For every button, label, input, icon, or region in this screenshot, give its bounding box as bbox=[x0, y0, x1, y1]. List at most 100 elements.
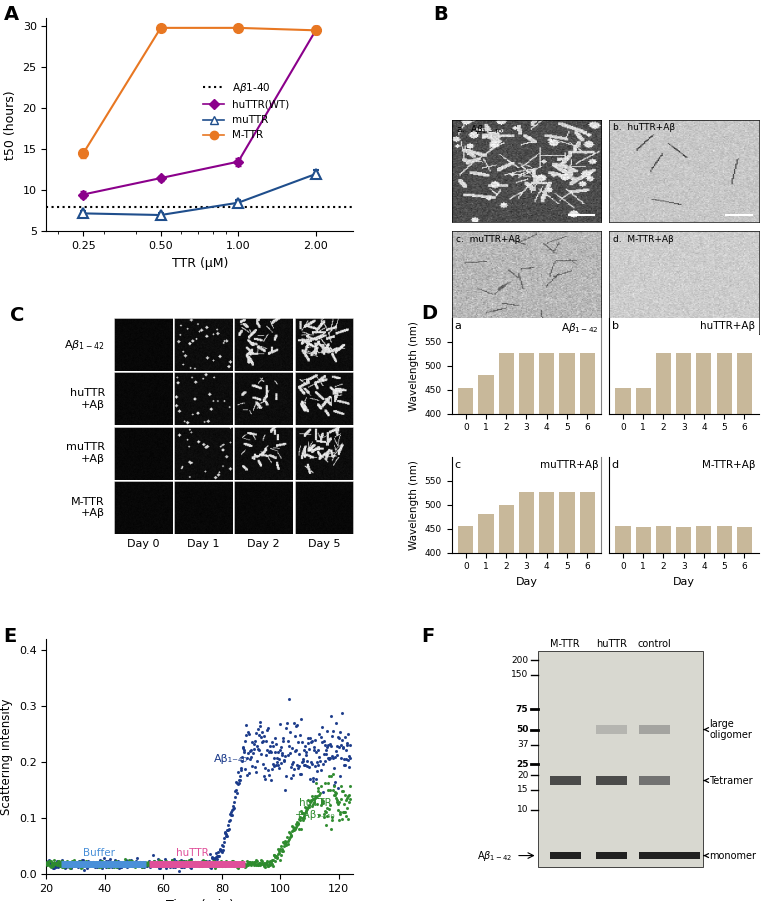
Point bbox=[149, 855, 162, 869]
Bar bbox=[697, 353, 711, 605]
Point bbox=[278, 752, 290, 767]
Point bbox=[212, 858, 224, 872]
Point bbox=[156, 857, 169, 871]
Point bbox=[283, 739, 295, 753]
Point bbox=[139, 855, 152, 869]
Point bbox=[215, 842, 228, 857]
Point bbox=[303, 798, 316, 813]
Point bbox=[195, 857, 207, 871]
Point bbox=[283, 833, 295, 847]
Point bbox=[181, 856, 194, 870]
Point bbox=[47, 860, 60, 875]
Point bbox=[152, 855, 164, 869]
Point bbox=[286, 757, 298, 771]
Bar bbox=[596, 725, 626, 733]
Point bbox=[124, 855, 136, 869]
Point bbox=[122, 852, 135, 867]
Point bbox=[69, 859, 81, 873]
Point bbox=[147, 855, 159, 869]
Point bbox=[245, 856, 258, 870]
Point bbox=[188, 858, 200, 872]
Point bbox=[271, 751, 283, 766]
Point bbox=[72, 857, 84, 871]
Point bbox=[187, 855, 200, 869]
Point bbox=[139, 859, 151, 873]
Point bbox=[122, 857, 135, 871]
Point bbox=[248, 858, 260, 872]
Point bbox=[182, 855, 194, 869]
Point bbox=[338, 796, 351, 811]
Point bbox=[337, 784, 350, 798]
Point bbox=[233, 855, 245, 869]
Point bbox=[343, 749, 355, 763]
Point bbox=[269, 744, 281, 759]
Point bbox=[142, 858, 155, 872]
Point bbox=[106, 860, 118, 875]
Point bbox=[108, 859, 120, 873]
Point bbox=[224, 856, 237, 870]
Point bbox=[233, 773, 245, 787]
Point bbox=[333, 813, 345, 827]
Point bbox=[300, 801, 313, 815]
Point bbox=[265, 773, 277, 787]
Point bbox=[220, 826, 232, 841]
Point bbox=[187, 856, 199, 870]
Point bbox=[273, 846, 286, 860]
Point bbox=[212, 856, 224, 870]
Point bbox=[90, 855, 102, 869]
Point bbox=[104, 856, 117, 870]
Point bbox=[159, 852, 171, 867]
Point bbox=[48, 858, 60, 872]
Point bbox=[330, 715, 342, 730]
Point bbox=[98, 857, 111, 871]
Point bbox=[48, 857, 60, 871]
Point bbox=[310, 789, 323, 804]
Point bbox=[251, 856, 263, 870]
Point bbox=[142, 855, 154, 869]
Point bbox=[186, 857, 198, 871]
Point bbox=[53, 858, 65, 872]
Point bbox=[252, 727, 265, 742]
Point bbox=[217, 856, 230, 870]
Point bbox=[234, 769, 246, 783]
Point bbox=[197, 856, 209, 870]
Point bbox=[279, 836, 291, 851]
Point bbox=[156, 859, 169, 873]
Point bbox=[41, 855, 53, 869]
Point bbox=[299, 758, 311, 772]
Point bbox=[137, 856, 149, 870]
Point bbox=[118, 859, 131, 873]
Point bbox=[255, 854, 268, 869]
Point bbox=[274, 842, 286, 856]
Text: a: a bbox=[454, 321, 461, 331]
Point bbox=[219, 825, 231, 840]
Point bbox=[118, 855, 130, 869]
Point bbox=[297, 811, 310, 825]
Point bbox=[144, 859, 156, 873]
Point bbox=[128, 856, 141, 870]
Point bbox=[230, 775, 242, 789]
Point bbox=[315, 778, 327, 793]
Point bbox=[142, 854, 155, 869]
Bar bbox=[458, 526, 474, 744]
Point bbox=[63, 857, 76, 871]
Point bbox=[180, 857, 192, 871]
Point bbox=[53, 854, 65, 869]
Point bbox=[330, 738, 343, 752]
Point bbox=[300, 744, 312, 759]
Point bbox=[119, 852, 132, 867]
Point bbox=[301, 802, 313, 816]
Point bbox=[100, 854, 112, 869]
Point bbox=[328, 787, 341, 802]
Point bbox=[281, 830, 293, 844]
X-axis label: Day: Day bbox=[673, 577, 694, 587]
Point bbox=[197, 857, 210, 871]
Point bbox=[243, 856, 255, 870]
Point bbox=[221, 823, 234, 837]
Point bbox=[113, 856, 125, 870]
Point bbox=[90, 857, 102, 871]
Point bbox=[190, 856, 202, 870]
Point bbox=[159, 856, 172, 870]
Point bbox=[191, 855, 204, 869]
Point bbox=[259, 857, 271, 871]
